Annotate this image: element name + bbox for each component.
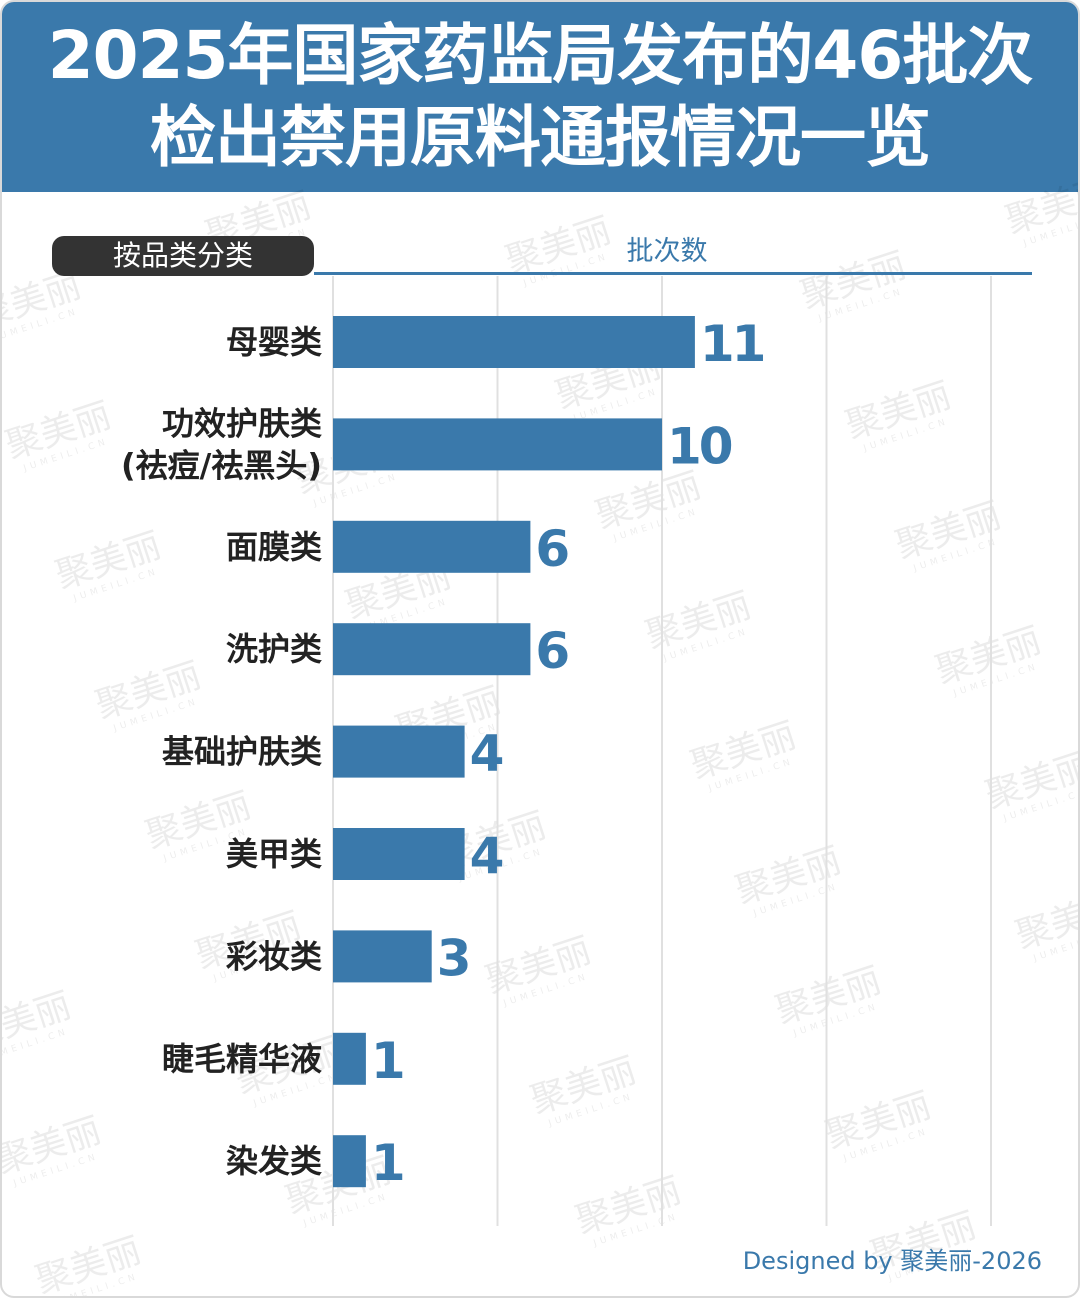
value-label: 1 xyxy=(371,1032,403,1090)
category-label: 彩妆类 xyxy=(226,937,322,975)
watermark-text: 聚美丽 xyxy=(31,1230,146,1296)
value-label: 11 xyxy=(700,315,764,373)
value-label: 1 xyxy=(371,1134,403,1192)
category-label: 面膜类 xyxy=(226,528,322,566)
bar xyxy=(333,623,531,676)
value-label: 6 xyxy=(535,520,568,578)
category-label: 洗护类 xyxy=(226,630,322,668)
x-axis-title: 批次数 xyxy=(626,236,708,267)
category-label: 功效护肤类 xyxy=(162,404,322,442)
value-label: 4 xyxy=(470,725,503,783)
value-label: 3 xyxy=(437,929,469,987)
category-label: 母婴类 xyxy=(226,323,322,361)
title-line-1: 2025年国家药监局发布的46批次 xyxy=(47,17,1034,94)
category-label: 基础护肤类 xyxy=(162,733,322,771)
bar xyxy=(333,418,662,471)
category-label: 美甲类 xyxy=(226,835,322,873)
title-line-2: 检出禁用原料通报情况一览 xyxy=(150,99,931,176)
value-label: 4 xyxy=(470,827,503,885)
bars xyxy=(333,316,695,1188)
category-label: 睫毛精华液 xyxy=(162,1040,322,1078)
bar xyxy=(333,1135,366,1188)
bar xyxy=(333,1032,366,1085)
value-label: 6 xyxy=(535,622,568,680)
category-label: 染发类 xyxy=(226,1142,322,1180)
category-label: (祛痘/祛黑头) xyxy=(121,446,322,484)
bar xyxy=(333,725,465,778)
value-label: 10 xyxy=(667,417,732,475)
bar xyxy=(333,828,465,880)
category-header: 按品类分类 xyxy=(52,236,314,276)
bar xyxy=(333,930,432,983)
bar xyxy=(333,316,695,368)
designer-credit: Designed by 聚美丽-2026 xyxy=(742,1247,1042,1275)
axis-header-rule xyxy=(314,272,1032,275)
title-banner: 2025年国家药监局发布的46批次 检出禁用原料通报情况一览 xyxy=(2,2,1078,192)
bar xyxy=(333,520,531,573)
